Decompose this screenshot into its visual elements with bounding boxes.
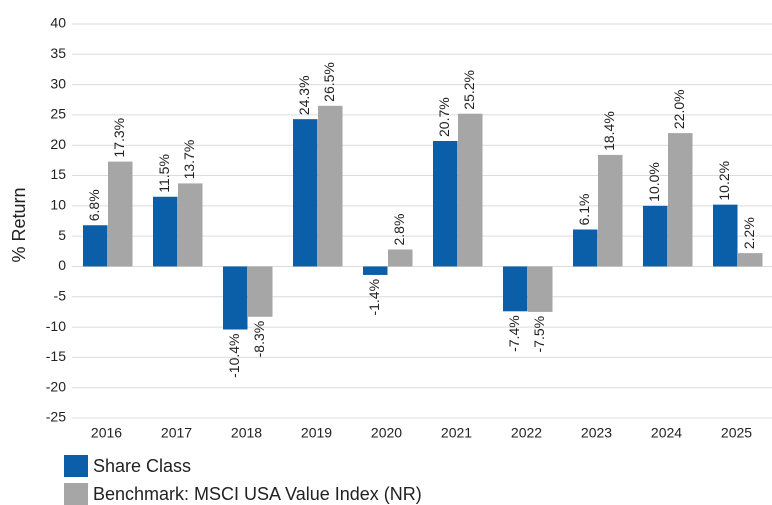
bar — [528, 266, 553, 312]
y-axis-label: % Return — [9, 187, 29, 262]
value-label: -1.4% — [366, 279, 382, 316]
bar — [458, 113, 483, 267]
bar — [293, 119, 318, 267]
value-label: 22.0% — [671, 89, 687, 129]
value-label: 20.7% — [436, 97, 452, 137]
legend-swatch — [64, 483, 88, 505]
bar — [573, 229, 598, 267]
bar — [223, 266, 248, 330]
legend-label: Benchmark: MSCI USA Value Index (NR) — [93, 484, 422, 504]
bar — [318, 105, 343, 267]
bar — [83, 225, 108, 267]
value-label: 10.2% — [716, 161, 732, 201]
x-tick-label: 2022 — [511, 425, 542, 441]
legend-label: Share Class — [93, 456, 191, 476]
value-label: 11.5% — [156, 154, 172, 193]
y-tick-label: -20 — [46, 378, 66, 394]
value-label: -10.4% — [226, 334, 242, 378]
value-label: 26.5% — [321, 62, 337, 102]
value-label: -7.4% — [506, 315, 522, 352]
y-tick-label: -15 — [46, 348, 66, 364]
bar — [643, 205, 668, 267]
x-tick-label: 2021 — [441, 425, 472, 441]
bar — [668, 133, 693, 267]
y-tick-label: 5 — [58, 227, 66, 243]
y-tick-label: 30 — [50, 75, 66, 91]
value-label: 2.8% — [391, 214, 407, 246]
value-label: 6.8% — [86, 189, 102, 221]
value-label: -7.5% — [531, 316, 547, 353]
bar — [388, 249, 413, 267]
y-tick-label: 35 — [50, 45, 66, 61]
bar — [363, 266, 388, 275]
bar — [433, 140, 458, 267]
value-label: -8.3% — [251, 321, 267, 358]
bar — [598, 154, 623, 267]
value-label: 24.3% — [296, 75, 312, 115]
value-label: 17.3% — [111, 118, 127, 158]
x-tick-label: 2020 — [371, 425, 402, 441]
x-tick-label: 2025 — [721, 425, 752, 441]
x-tick-label: 2018 — [231, 425, 262, 441]
y-tick-label: 0 — [58, 257, 66, 273]
x-tick-label: 2019 — [301, 425, 332, 441]
bar — [248, 266, 273, 317]
value-label: 25.2% — [461, 70, 477, 110]
value-label: 2.2% — [741, 217, 757, 249]
y-tick-label: 25 — [50, 106, 66, 122]
y-tick-label: -5 — [54, 287, 67, 303]
value-label: 10.0% — [646, 162, 662, 202]
x-tick-label: 2016 — [91, 425, 122, 441]
y-tick-label: 20 — [50, 136, 66, 152]
x-tick-label: 2023 — [581, 425, 612, 441]
bar — [178, 183, 203, 267]
y-tick-label: 40 — [50, 15, 66, 31]
x-tick-label: 2024 — [651, 425, 682, 441]
x-tick-label: 2017 — [161, 425, 192, 441]
value-label: 6.1% — [576, 194, 592, 226]
y-tick-label: 15 — [50, 166, 66, 182]
bar — [713, 204, 738, 267]
bar — [108, 161, 133, 267]
bar — [738, 253, 763, 267]
bar — [153, 196, 178, 267]
value-label: 13.7% — [181, 140, 197, 180]
y-tick-label: -10 — [46, 318, 66, 334]
value-label: 18.4% — [601, 111, 617, 151]
y-tick-label: 10 — [50, 197, 66, 213]
legend-swatch — [64, 455, 88, 477]
bar — [503, 266, 528, 312]
y-tick-label: -25 — [46, 409, 66, 425]
